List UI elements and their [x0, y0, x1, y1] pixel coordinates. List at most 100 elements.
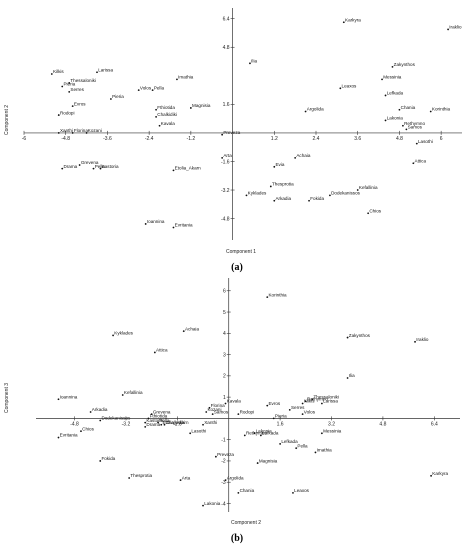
point-kyklades — [112, 334, 114, 337]
point-label-pella: Pella — [154, 85, 165, 90]
point-label-chania: Chania — [401, 105, 416, 110]
point-pella — [157, 421, 159, 424]
point-label-kozani: Kozani — [88, 128, 102, 133]
point-drama — [61, 167, 64, 170]
point-kavala — [224, 402, 227, 405]
point-label-korinthia: Korinthia — [432, 107, 451, 112]
y-tick-label: 2 — [223, 374, 226, 380]
panel-label: (b) — [231, 533, 243, 544]
point-lakonia — [202, 504, 204, 507]
point-label-serres: Serres — [70, 87, 84, 92]
point-pella — [92, 167, 95, 170]
point-preveza — [214, 455, 217, 458]
point-label-samos: Samos — [214, 409, 229, 414]
y-tick-label: 4 — [223, 331, 226, 337]
point-label-grevena: Grevena — [153, 409, 171, 414]
point-label-grevena: Grevena — [81, 160, 99, 165]
point-label-drama: Drama — [146, 422, 160, 427]
point-florina — [208, 406, 211, 409]
point-dodekanissos — [329, 194, 331, 197]
point-karkyra — [430, 474, 432, 477]
x-tick-label: 2.4 — [313, 136, 320, 142]
y-tick-label: -4 — [221, 501, 226, 507]
point-label-fthiotida: Fthiotida — [150, 414, 168, 419]
point-label-ilia: Ilia — [349, 373, 355, 378]
point-label-leaxos: Leaxos — [342, 84, 358, 89]
x-tick-label: 3.2 — [328, 421, 335, 427]
point-label-preveza: Preveza — [217, 452, 234, 457]
point-magnisia — [189, 107, 192, 109]
point-larissa — [320, 402, 323, 405]
point-etolia-akarn — [172, 169, 175, 172]
point-pella — [151, 89, 154, 91]
point-label-attica: Attica — [156, 348, 168, 353]
point-pieria — [61, 85, 64, 88]
point-arkadia — [89, 411, 92, 413]
point-label-larissa: Larissa — [323, 399, 338, 404]
point-label-zakynthos: Zakynthos — [394, 62, 416, 67]
point-lefkada — [279, 443, 282, 445]
point-label-karkyra: Karkyra — [345, 17, 361, 22]
point-lakonia — [384, 119, 387, 122]
x-tick-label: -1.2 — [187, 136, 196, 142]
y-tick-label: -2 — [221, 459, 226, 465]
point-label-arkadia: Arkadia — [92, 407, 108, 412]
point-korinthia — [266, 296, 269, 299]
x-tick-label: 4.8 — [396, 136, 403, 142]
point-label-evritania: Evritania — [175, 223, 193, 228]
point-samos — [405, 128, 408, 131]
point-leaxos — [339, 87, 342, 90]
point-label-lakonia: Lakonia — [256, 428, 273, 433]
point-label-achaia: Achaia — [296, 153, 310, 158]
y-tick-label: 6.4 — [223, 17, 230, 23]
point-label-lefkada: Lefkada — [387, 91, 404, 96]
point-magnisia — [256, 462, 259, 464]
y-tick-label: -3.2 — [221, 188, 230, 194]
point-label-rethymno: Rethymno — [246, 431, 267, 436]
point-chania — [237, 491, 240, 494]
point-fokida — [308, 199, 310, 202]
point-pieria — [272, 417, 275, 420]
point-kyklades — [245, 194, 248, 197]
point-kozani — [205, 411, 208, 413]
point-etolia-akarn — [160, 423, 163, 426]
x-tick-label: -3.6 — [103, 136, 112, 142]
point-chania — [398, 108, 401, 111]
point-label-rodopi: Rodopi — [60, 110, 75, 115]
point-label-samos: Samos — [408, 125, 423, 130]
point-lefkada — [259, 434, 262, 437]
point-label-etolia-akarn: Etolia_Akarn — [162, 420, 188, 425]
x-tick-label: 3.6 — [354, 136, 361, 142]
point-label-argolida: Argolida — [227, 475, 244, 480]
point-evros — [266, 404, 269, 407]
point-argolida — [304, 110, 307, 113]
point-korinthia — [429, 110, 432, 113]
point-kefallinia — [356, 189, 359, 191]
point-label-magnisia: Magnisia — [192, 103, 211, 108]
point-evritania — [57, 436, 60, 439]
point-label-fokida: Fokida — [310, 196, 324, 201]
point-fokida — [99, 460, 102, 462]
point-label-rethymno: Rethymno — [404, 121, 425, 126]
x-axis-title: Component 1 — [226, 249, 256, 255]
point-label-karkyra: Karkyra — [432, 471, 448, 476]
point-achaia — [294, 157, 297, 159]
point-label-pella: Pella — [95, 164, 106, 169]
point-label-fthiotida: Fthiotida — [157, 105, 175, 110]
point-messinia — [381, 78, 383, 81]
y-tick-label: -1 — [221, 437, 226, 443]
point-label-kilkis: Kilkis — [304, 399, 315, 404]
point-label-iraklio: Iraklio — [416, 337, 429, 342]
point-pella — [295, 447, 298, 450]
point-label-rethymno: Rethymno — [307, 397, 328, 402]
point-ilia — [346, 377, 349, 379]
point-florina — [71, 132, 74, 134]
x-tick-label: -4.8 — [61, 136, 70, 142]
point-kastoria — [144, 421, 147, 424]
y-axis-title: Component 3 — [4, 383, 10, 413]
point-label-argolida: Argolida — [307, 107, 324, 112]
point-label-imathia: Imathia — [178, 75, 194, 80]
point-label-volos: Volos — [140, 85, 152, 90]
x-tick-label: 1.6 — [277, 421, 284, 427]
